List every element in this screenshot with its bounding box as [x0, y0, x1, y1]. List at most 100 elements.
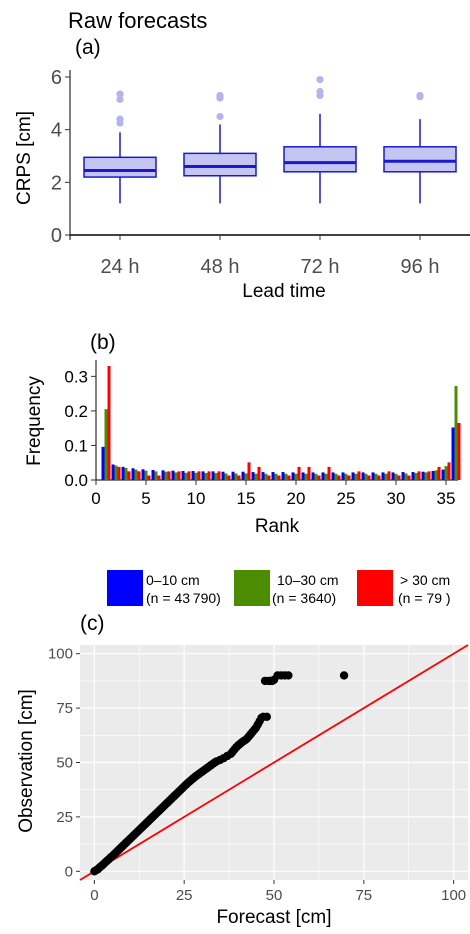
panel-b-bar	[191, 471, 195, 480]
panel-b-bar	[307, 466, 311, 480]
legend-swatch-over-30	[357, 570, 393, 606]
panel-b-bar	[324, 473, 328, 480]
panel-b-bar	[287, 475, 291, 480]
panel-b-bar	[437, 466, 441, 480]
panel-b-x-tick-label: 5	[141, 489, 150, 508]
panel-b-bar	[237, 475, 241, 480]
legend-label-over-30: > 30 cm	[400, 572, 450, 588]
panel-b-bar	[357, 471, 361, 480]
panel-b-bar	[214, 473, 218, 480]
legend-label-10-30: 10–30 cm	[277, 572, 338, 588]
panel-b-bar	[174, 472, 178, 480]
panel-b-bar	[134, 469, 138, 480]
panel-b-bar	[367, 475, 371, 480]
panel-b-bar	[384, 473, 388, 480]
panel-b-bar	[251, 472, 255, 480]
panel-b-bar	[234, 473, 238, 480]
panel-b-bar	[424, 472, 428, 480]
panel-b-bar	[427, 471, 431, 480]
panel-b-bar	[151, 469, 155, 480]
panel-b-bar	[171, 470, 175, 480]
panel-c-point	[262, 712, 272, 722]
panel-b-bar	[131, 468, 135, 480]
legend-count-over-30: (n = 79 )	[398, 590, 451, 606]
panel-a-boxplot: CRPS [cm] Lead time 0 2 4 6 24 h 48 h 72 h 96 h	[14, 67, 470, 302]
panel-b-bar	[207, 471, 211, 480]
panel-b-bar	[144, 470, 148, 480]
panel-b-bar	[107, 366, 111, 480]
panel-a-outlier	[316, 76, 324, 84]
panel-c-y-tick-label: 75	[56, 700, 73, 717]
panel-b-bar	[314, 473, 318, 480]
panel-b-bar	[291, 472, 295, 480]
panel-b-bar	[454, 386, 458, 480]
panel-b-x-tick-label: 30	[387, 489, 406, 508]
panel-a-box	[83, 156, 157, 178]
panel-b-bar	[177, 471, 181, 480]
panel-b-bar	[344, 473, 348, 480]
panel-b-bar	[211, 471, 215, 480]
panel-c-x-tick-label: 75	[355, 887, 372, 904]
panel-b-bar	[187, 471, 191, 480]
panel-b-bar	[431, 471, 435, 480]
panel-c-y-tick-label: 100	[48, 646, 73, 663]
panel-b-legend: 0–10 cm (n = 43 790) 10–30 cm (n = 3640)…	[107, 570, 451, 606]
panel-b-bar	[411, 472, 415, 480]
panel-b-bar	[221, 471, 225, 480]
panel-b-bar	[294, 473, 298, 480]
panel-label-c: (c)	[80, 612, 105, 635]
panel-b-bar	[117, 466, 121, 480]
panel-b-bar	[254, 473, 258, 480]
panel-a-outlier	[216, 112, 224, 121]
panel-b-x-tick-label: 25	[337, 489, 356, 508]
panel-b-bar	[421, 471, 425, 480]
panel-b-bar	[404, 473, 408, 480]
panel-b-bar	[194, 472, 198, 480]
panel-b-bar	[231, 471, 235, 480]
panel-a-outlier	[316, 87, 324, 96]
panel-b-bar	[261, 472, 265, 480]
panel-b-x-tick-label: 35	[437, 489, 456, 508]
panel-a-outlier	[416, 91, 424, 100]
panel-b-bar	[451, 427, 455, 480]
panel-a-x-axis-title: Lead time	[242, 281, 325, 302]
panel-b-bar	[241, 471, 245, 480]
panel-b-x-tick-label: 20	[287, 489, 306, 508]
panel-c-y-tick-label: 50	[56, 755, 73, 772]
panel-b-bar	[301, 472, 305, 480]
panel-b-bar	[311, 472, 315, 480]
panel-a-x-tick-label: 96 h	[401, 256, 440, 278]
legend-swatch-10-30	[234, 570, 270, 606]
panel-b-bar	[204, 473, 208, 480]
panel-b-bar	[374, 473, 378, 480]
panel-c-point	[339, 671, 349, 680]
panel-b-bar	[327, 466, 331, 480]
panel-b-bar	[337, 475, 341, 480]
panel-b-bar	[341, 472, 345, 480]
panel-a-x-tick-label: 72 h	[301, 256, 340, 278]
panel-b-bar	[157, 475, 161, 480]
panel-b-bar	[351, 472, 355, 480]
panel-b-y-tick-label: 0.3	[64, 367, 88, 386]
panel-b-bar	[434, 470, 438, 480]
panel-a-box	[283, 146, 357, 173]
panel-b-x-tick-label: 10	[187, 489, 206, 508]
panel-b-bar	[397, 475, 401, 480]
panel-b-bar	[347, 475, 351, 480]
figure-title: Raw forecasts	[68, 8, 207, 33]
panel-b-bar	[387, 471, 391, 480]
panel-b-bar	[124, 467, 128, 480]
panel-b-bar	[321, 472, 325, 480]
panel-b-bar	[141, 469, 145, 480]
panel-b-bar	[371, 472, 375, 480]
panel-a-outlier	[216, 91, 224, 100]
panel-b-bar	[217, 471, 221, 480]
panel-b-bar	[271, 472, 275, 480]
panel-b-bar	[417, 471, 421, 480]
panel-a-box	[383, 146, 457, 173]
panel-b-bar	[304, 473, 308, 480]
panel-b-x-tick-label: 0	[91, 489, 100, 508]
panel-b-bar	[137, 471, 141, 480]
panel-b-bar	[257, 466, 261, 480]
